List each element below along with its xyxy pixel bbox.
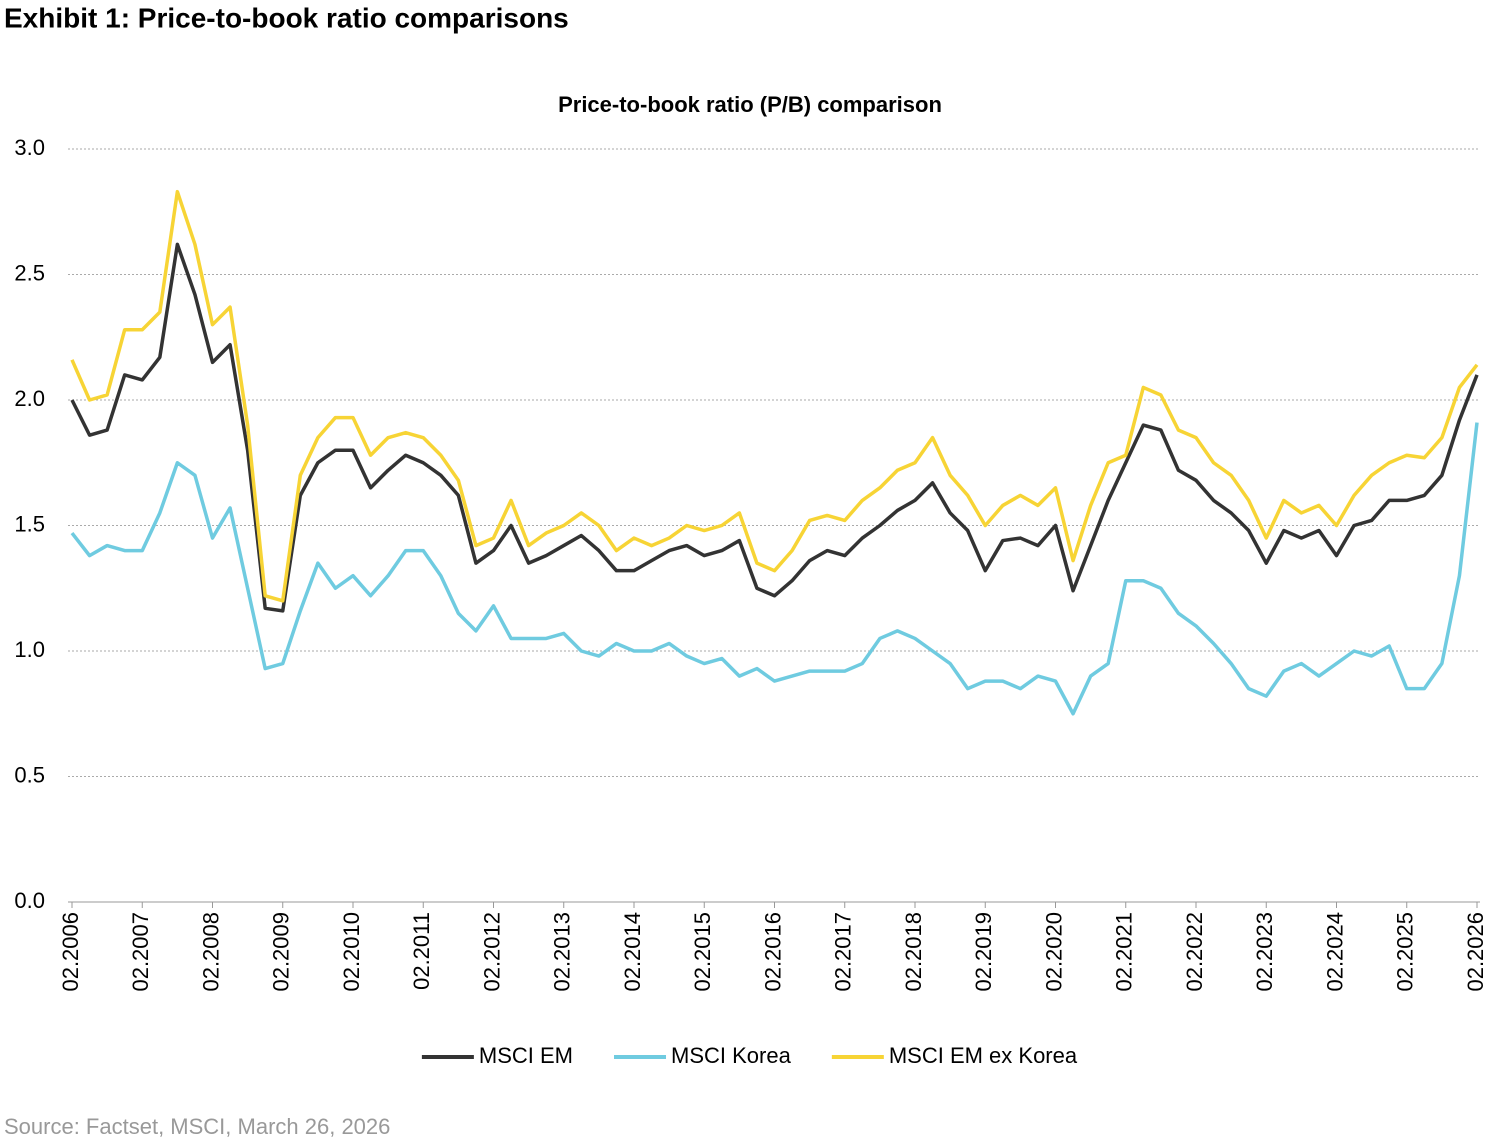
legend-label: MSCI EM ex Korea bbox=[889, 1043, 1078, 1068]
series-line bbox=[70, 189, 1479, 603]
y-tick-label: 1.0 bbox=[14, 637, 45, 662]
x-tick-label: 02.2016 bbox=[760, 912, 785, 992]
y-tick-label: 0.0 bbox=[14, 888, 45, 913]
x-tick-label: 02.2008 bbox=[198, 912, 223, 992]
page-title: Exhibit 1: Price-to-book ratio compariso… bbox=[4, 2, 569, 33]
legend-label: MSCI Korea bbox=[671, 1043, 792, 1068]
y-tick-label: 0.5 bbox=[14, 762, 45, 787]
x-tick-label: 02.2018 bbox=[901, 912, 926, 992]
source: Source: Factset, MSCI, March 26, 2026 bbox=[4, 1114, 390, 1139]
x-tick-label: 02.2024 bbox=[1322, 912, 1347, 992]
y-tick-label: 2.0 bbox=[14, 386, 45, 411]
x-tick-label: 02.2017 bbox=[831, 912, 856, 992]
x-tick-label: 02.2013 bbox=[550, 912, 575, 992]
x-tick-label: 02.2019 bbox=[971, 912, 996, 992]
x-tick-label: 02.2025 bbox=[1393, 912, 1418, 992]
x-tick-label: 02.2010 bbox=[339, 912, 364, 992]
x-tick-label: 02.2014 bbox=[620, 912, 645, 992]
y-tick-label: 2.5 bbox=[14, 260, 45, 285]
x-tick-label: 02.2012 bbox=[479, 912, 504, 992]
x-tick-label: 02.2021 bbox=[1112, 912, 1137, 992]
x-tick-label: 02.2020 bbox=[1041, 912, 1066, 992]
x-tick-label: 02.2026 bbox=[1463, 912, 1488, 992]
chart-title: Price-to-book ratio (P/B) comparison bbox=[558, 92, 942, 117]
legend-label: MSCI EM bbox=[479, 1043, 573, 1068]
series-line bbox=[70, 242, 1479, 613]
x-tick-label: 02.2015 bbox=[690, 912, 715, 992]
x-tick-label: 02.2007 bbox=[128, 912, 153, 992]
x-tick-label: 02.2022 bbox=[1182, 912, 1207, 992]
x-tick-label: 02.2009 bbox=[269, 912, 294, 992]
y-tick-label: 3.0 bbox=[14, 135, 45, 160]
x-tick-label: 02.2011 bbox=[409, 912, 434, 990]
series-line bbox=[70, 422, 1479, 716]
x-tick-label: 02.2023 bbox=[1252, 912, 1277, 992]
x-tick-label: 02.2006 bbox=[58, 912, 83, 992]
y-tick-label: 1.5 bbox=[14, 511, 45, 536]
